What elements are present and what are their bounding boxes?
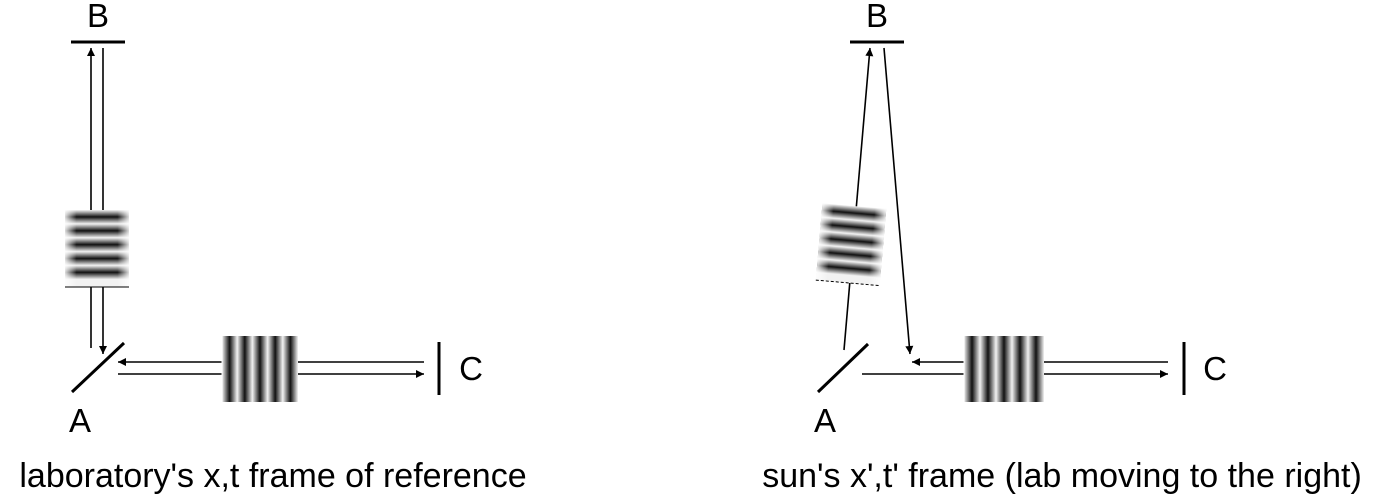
beam-up-arrow: [843, 47, 874, 351]
label-c: C: [1203, 350, 1227, 387]
right-panel: B A C sun's x',t' frame (lab moving to t…: [762, 0, 1362, 495]
label-a: A: [814, 402, 836, 439]
vertical-wave-packet: [65, 210, 129, 288]
label-b: B: [866, 0, 888, 34]
beam-splitter-a: [70, 341, 126, 394]
left-caption: laboratory's x,t frame of reference: [19, 457, 526, 495]
left-panel: B A C laboratory's x,t frame of referenc…: [19, 0, 526, 495]
beam-down-arrow: [883, 47, 914, 355]
beam-splitter-a: [816, 342, 870, 394]
label-c: C: [459, 350, 483, 387]
right-caption: sun's x',t' frame (lab moving to the rig…: [762, 457, 1362, 495]
label-a: A: [69, 402, 91, 439]
tilted-wave-packet: [815, 203, 887, 287]
label-b: B: [87, 0, 109, 34]
horizontal-wave-packet: [963, 336, 1044, 402]
horizontal-wave-packet: [221, 336, 298, 402]
